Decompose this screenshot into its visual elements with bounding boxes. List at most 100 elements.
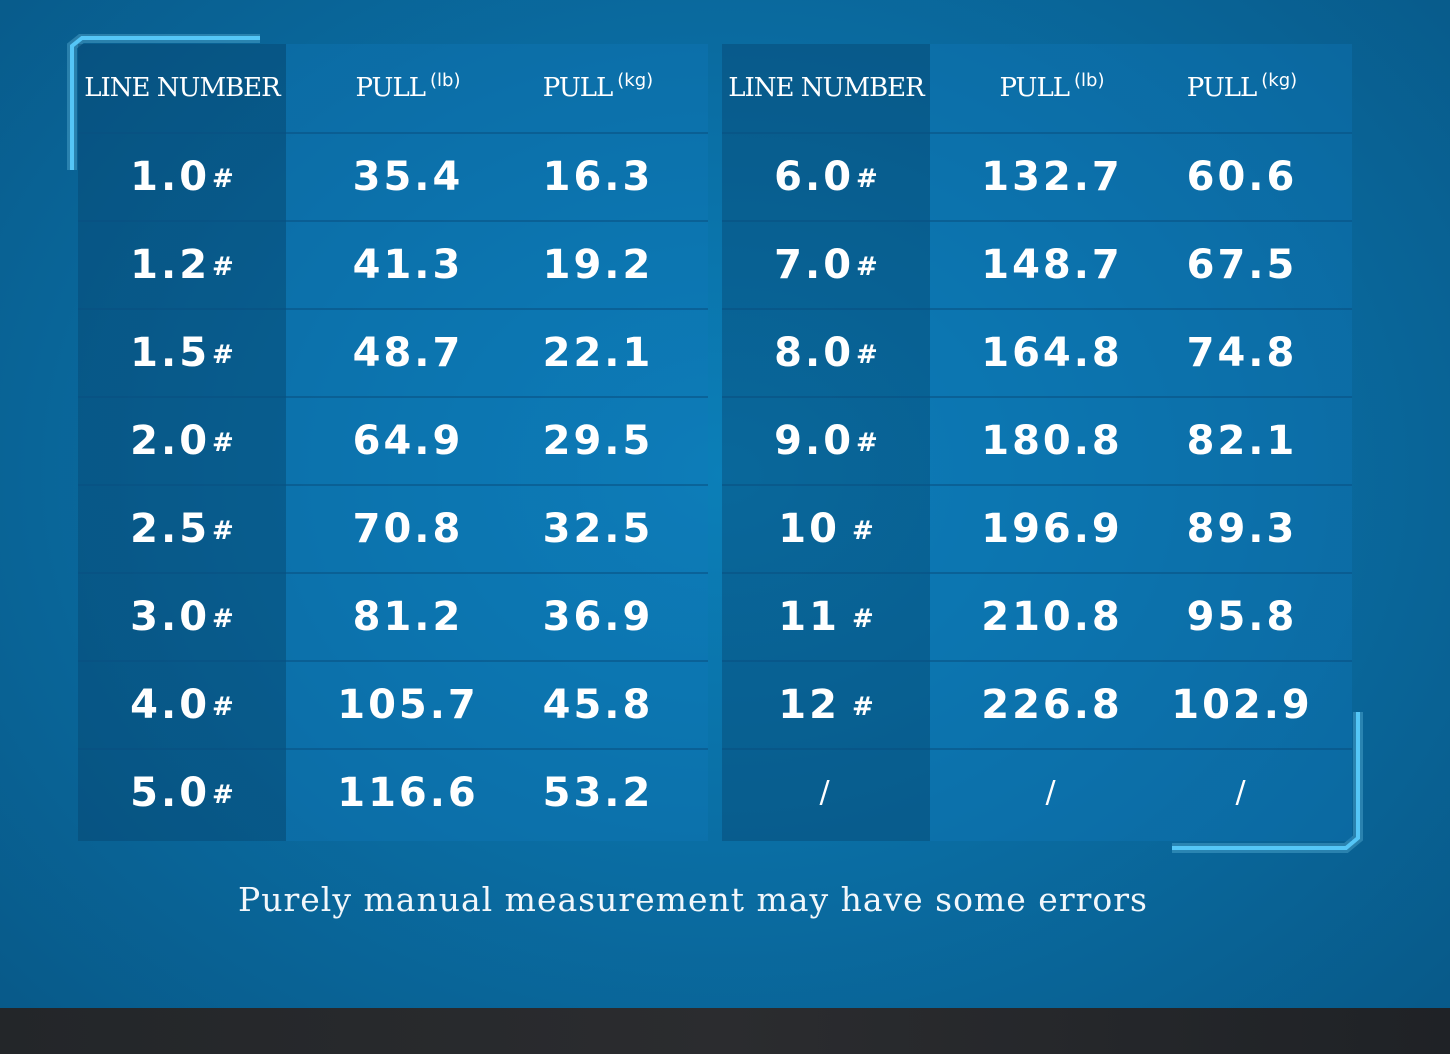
hash-symbol: #	[212, 691, 234, 722]
table-row: 4.0 # 105.7 45.8	[78, 660, 708, 747]
pull-kg-cell: 82.1	[1186, 417, 1298, 464]
hash-symbol: #	[212, 603, 234, 634]
line-number-value: 6.0	[774, 153, 855, 200]
pull-lb-cell: 226.8	[981, 681, 1123, 728]
line-number-value: 9.0	[774, 417, 855, 464]
table-row: 5.0 #116.6 53.2	[78, 748, 708, 835]
pull-kg-cell: 29.5	[542, 417, 654, 464]
line-number-cell: 10 #	[722, 486, 930, 571]
pull-kg-cell: 45.8	[542, 681, 654, 728]
hash-symbol: #	[851, 515, 874, 546]
line-number-value: 5.0	[130, 769, 211, 816]
table-row: 9.0 #180.8 82.1	[722, 396, 1352, 483]
header-line-number: LINE NUMBER	[84, 72, 280, 103]
hash-symbol: #	[212, 251, 234, 282]
line-number-value: 2.5	[130, 505, 211, 552]
pull-lb-cell: 180.8	[981, 417, 1123, 464]
pull-lb-cell: 105.7	[337, 681, 479, 728]
measurement-disclaimer: Purely manual measurement may have some …	[238, 880, 1148, 919]
pull-lb-cell: 81.2	[352, 593, 464, 640]
pull-kg-cell: 22.1	[542, 329, 654, 376]
table-row: 7.0 # 148.7 67.5	[722, 220, 1352, 307]
pull-lb-cell: 41.3	[352, 241, 464, 288]
table-row: 1.2 #41.3 19.2	[78, 220, 708, 307]
line-number-cell: 1.0 #	[78, 134, 286, 219]
pull-kg-cell: 32.5	[542, 505, 654, 552]
line-number-cell: 4.0 #	[78, 662, 286, 747]
hash-symbol: #	[856, 251, 878, 282]
hash-symbol: #	[212, 339, 234, 370]
pull-kg-cell: 60.6	[1186, 153, 1298, 200]
table-row: 8.0 #164.8 74.8	[722, 308, 1352, 395]
pull-kg-cell: 36.9	[542, 593, 654, 640]
hash-symbol: #	[212, 779, 234, 810]
pull-table-right: LINE NUMBER PULL (lb) PULL (kg) 6.0 #132.7 60.6…	[722, 44, 1352, 841]
line-number-cell: 5.0 #	[78, 750, 286, 835]
line-number-value: 11	[778, 593, 840, 640]
hash-symbol: #	[856, 339, 878, 370]
pull-kg-cell: 16.3	[542, 153, 654, 200]
header-row: LINE NUMBER PULL (lb) PULL (kg)	[722, 44, 1352, 131]
hash-symbol: #	[856, 163, 878, 194]
pull-lb-cell: 196.9	[981, 505, 1123, 552]
header-pull-label: PULL	[542, 72, 613, 103]
line-number-cell: 9.0 #	[722, 398, 930, 483]
hash-symbol: #	[212, 163, 234, 194]
header-unit-lb: (lb)	[430, 70, 461, 91]
empty-line-cell: /	[819, 775, 833, 810]
pull-lb-cell: 64.9	[352, 417, 464, 464]
pull-kg-cell: 67.5	[1186, 241, 1298, 288]
line-number-value: 1.0	[130, 153, 211, 200]
pull-lb-cell: 164.8	[981, 329, 1123, 376]
line-number-cell: 8.0 #	[722, 310, 930, 395]
pull-columns	[286, 44, 708, 841]
line-number-value: 1.2	[130, 241, 211, 288]
line-number-cell: 11 #	[722, 574, 930, 659]
line-number-cell: 1.2 #	[78, 222, 286, 307]
header-line-number: LINE NUMBER	[728, 72, 924, 103]
pull-columns	[930, 44, 1352, 841]
line-number-cell: 3.0 #	[78, 574, 286, 659]
bottom-bar	[0, 1008, 1450, 1054]
hash-symbol: #	[856, 427, 878, 458]
header-row: LINE NUMBER PULL (lb) PULL (kg)	[78, 44, 708, 131]
header-unit-kg: (kg)	[1261, 70, 1298, 91]
frame-corner-top-left	[64, 33, 264, 178]
line-number-cell: 2.5 #	[78, 486, 286, 571]
table-row: 11 #210.8 95.8	[722, 572, 1352, 659]
header-unit-lb: (lb)	[1074, 70, 1105, 91]
empty-kg-cell: /	[1235, 775, 1249, 810]
table-row: 1.0 #35.4 16.3	[78, 132, 708, 219]
pull-kg-cell: 53.2	[542, 769, 654, 816]
line-number-value: 2.0	[130, 417, 211, 464]
pull-lb-cell: 35.4	[352, 153, 464, 200]
table-row: 2.5 #70.8 32.5	[78, 484, 708, 571]
line-number-value: 12	[778, 681, 840, 728]
header-pull-label: PULL	[1186, 72, 1257, 103]
header-pull-label: PULL	[999, 72, 1070, 103]
pull-kg-cell: 89.3	[1186, 505, 1298, 552]
line-number-column	[78, 44, 286, 841]
table-row: / / /	[722, 748, 1352, 835]
pull-lb-cell: 148.7	[981, 241, 1123, 288]
hash-symbol: #	[212, 427, 234, 458]
table-row: 6.0 #132.7 60.6	[722, 132, 1352, 219]
line-number-cell: 6.0 #	[722, 134, 930, 219]
line-number-cell: 12 #	[722, 662, 930, 747]
pull-lb-cell: 70.8	[352, 505, 464, 552]
header-pull-lb: PULL (lb)	[957, 44, 1147, 131]
pull-kg-cell: 95.8	[1186, 593, 1298, 640]
line-number-cell: 7.0 #	[722, 222, 930, 307]
line-number-value: 8.0	[774, 329, 855, 376]
header-pull-kg: PULL (kg)	[1147, 44, 1337, 131]
hash-symbol: #	[212, 515, 234, 546]
header-unit-kg: (kg)	[617, 70, 654, 91]
header-pull-lb: PULL (lb)	[313, 44, 503, 131]
line-number-cell: 1.5 #	[78, 310, 286, 395]
pull-kg-cell: 74.8	[1186, 329, 1298, 376]
pull-lb-cell: 116.6	[337, 769, 479, 816]
hash-symbol: #	[851, 603, 874, 634]
line-number-value: 3.0	[130, 593, 211, 640]
header-pull-kg: PULL (kg)	[503, 44, 693, 131]
line-number-cell: 2.0 #	[78, 398, 286, 483]
